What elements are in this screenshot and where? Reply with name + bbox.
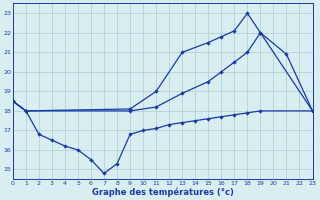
- X-axis label: Graphe des températures (°c): Graphe des températures (°c): [92, 187, 234, 197]
